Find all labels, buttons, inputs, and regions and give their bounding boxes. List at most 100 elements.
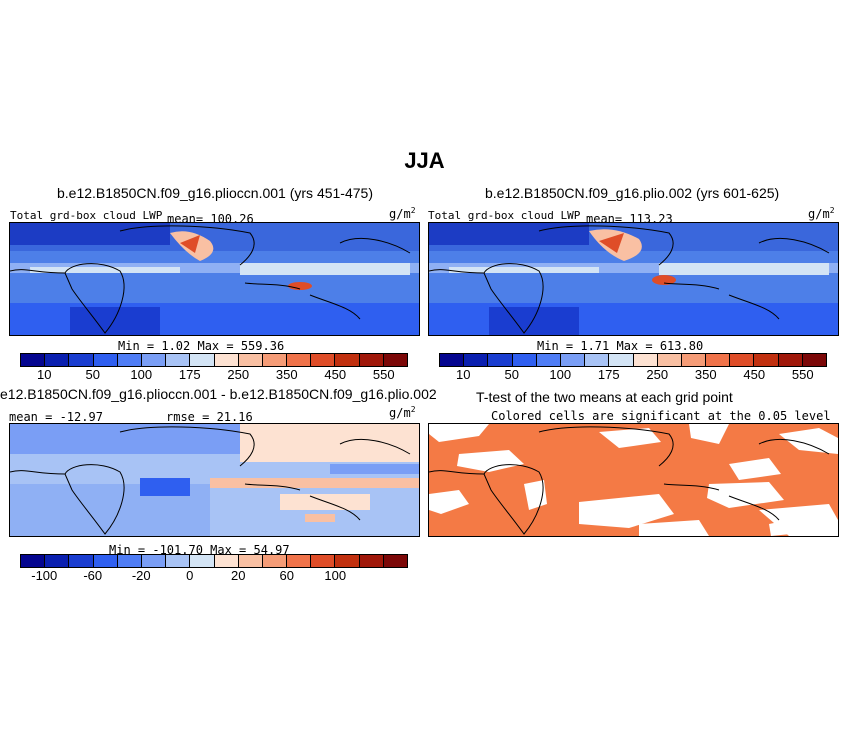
- colorbar-tick-label: 250: [646, 367, 669, 382]
- colorbar-swatch: [45, 555, 70, 567]
- colorbar-swatch: [464, 354, 489, 366]
- colorbar-swatch: [117, 555, 142, 567]
- colorbar-swatch: [21, 354, 46, 366]
- colorbar-tick-label: 450: [324, 367, 347, 382]
- colorbar-swatch: [287, 354, 312, 366]
- panel4-title: T-test of the two means at each grid poi…: [476, 389, 733, 405]
- colorbar-2: [439, 353, 827, 367]
- colorbar-swatch: [440, 354, 465, 366]
- colorbar-tick-label: 10: [456, 367, 471, 382]
- colorbar-swatch: [311, 354, 336, 366]
- colorbar-swatch: [633, 354, 658, 366]
- colorbar-swatch: [238, 354, 263, 366]
- colorbar-3: [20, 554, 408, 568]
- colorbar-tick-label: 175: [597, 367, 620, 382]
- colorbar-swatch: [359, 354, 384, 366]
- colorbar-swatch: [141, 354, 167, 366]
- colorbar-tick-label: 50: [85, 367, 100, 382]
- colorbar-swatch: [69, 555, 94, 567]
- panel3-units: g/m2: [389, 405, 416, 420]
- colorbar-tick-label: 50: [504, 367, 519, 382]
- colorbar-swatch: [585, 354, 610, 366]
- panel1-title: b.e12.B1850CN.f09_g16.plioccn.001 (yrs 4…: [57, 185, 373, 201]
- panel3-map: [9, 423, 420, 537]
- colorbar-swatch: [560, 354, 586, 366]
- colorbar-swatch: [802, 354, 826, 366]
- colorbar-tick-label: 250: [227, 367, 250, 382]
- colorbar-swatch: [335, 354, 360, 366]
- colorbar-tick-label: 175: [178, 367, 201, 382]
- panel2-units: g/m2: [808, 206, 835, 221]
- colorbar-swatch: [706, 354, 731, 366]
- colorbar-swatch: [166, 555, 191, 567]
- colorbar-tick-label: -60: [83, 568, 103, 583]
- colorbar-tick-label: -20: [131, 568, 151, 583]
- colorbar-2-swatches: [439, 353, 827, 367]
- colorbar-tick-label: 60: [279, 568, 294, 583]
- colorbar-tick-label: 100: [130, 367, 153, 382]
- colorbar-2-ticks: 10 50 100 175 250 350 450 550: [439, 367, 827, 383]
- colorbar-swatch: [488, 354, 513, 366]
- colorbar-tick-label: 20: [231, 568, 246, 583]
- panel3-title: e12.B1850CN.f09_g16.plioccn.001 - b.e12.…: [0, 386, 437, 402]
- colorbar-swatch: [45, 354, 70, 366]
- colorbar-swatch: [730, 354, 755, 366]
- colorbar-swatch: [335, 555, 360, 567]
- colorbar-tick-label: 550: [372, 367, 395, 382]
- colorbar-tick-label: -100: [31, 568, 58, 583]
- figure-title: JJA: [404, 148, 445, 173]
- colorbar-swatch: [383, 354, 407, 366]
- panel1-variable-label: Total grd-box cloud LWP: [10, 209, 163, 222]
- colorbar-swatch: [512, 354, 537, 366]
- colorbar-swatch: [93, 555, 118, 567]
- colorbar-swatch: [754, 354, 779, 366]
- colorbar-swatch: [93, 354, 118, 366]
- colorbar-tick-label: 10: [37, 367, 52, 382]
- colorbar-swatch: [311, 555, 336, 567]
- panel2-variable-label: Total grd-box cloud LWP: [428, 209, 581, 222]
- colorbar-tick-label: 550: [791, 367, 814, 382]
- colorbar-swatch: [214, 354, 239, 366]
- panel4-map: [428, 423, 839, 537]
- colorbar-tick-label: 450: [743, 367, 766, 382]
- colorbar-swatch: [383, 555, 407, 567]
- colorbar-3-swatches: [20, 554, 408, 568]
- colorbar-swatch: [214, 555, 239, 567]
- colorbar-tick-label: 100: [549, 367, 572, 382]
- colorbar-swatch: [657, 354, 682, 366]
- colorbar-tick-label: 0: [186, 568, 194, 583]
- panel3-rmse: rmse = 21.16: [166, 410, 253, 424]
- colorbar-swatch: [262, 354, 288, 366]
- colorbar-swatch: [69, 354, 94, 366]
- panel2-map: [428, 222, 839, 336]
- panel2-title: b.e12.B1850CN.f09_g16.plio.002 (yrs 601-…: [485, 185, 780, 201]
- colorbar-swatch: [287, 555, 312, 567]
- colorbar-swatch: [609, 354, 634, 366]
- colorbar-swatch: [778, 354, 803, 366]
- colorbar-swatch: [141, 555, 167, 567]
- colorbar-tick-label: 100: [324, 568, 347, 583]
- colorbar-swatch: [166, 354, 191, 366]
- colorbar-swatch: [117, 354, 142, 366]
- colorbar-swatch: [536, 354, 561, 366]
- colorbar-swatch: [190, 354, 215, 366]
- panel3-minmax: Min = -101.70 Max = 54.97: [109, 543, 290, 557]
- colorbar-1: [20, 353, 408, 367]
- colorbar-1-ticks: 10 50 100 175 250 350 450 550: [20, 367, 408, 383]
- panel1-minmax: Min = 1.02 Max = 559.36: [118, 339, 285, 353]
- panel4-subtitle: Colored cells are significant at the 0.0…: [491, 409, 831, 423]
- colorbar-tick-label: 350: [694, 367, 717, 382]
- colorbar-swatch: [21, 555, 46, 567]
- colorbar-swatch: [681, 354, 707, 366]
- colorbar-swatch: [238, 555, 263, 567]
- colorbar-swatch: [190, 555, 215, 567]
- colorbar-swatch: [359, 555, 384, 567]
- colorbar-3-ticks: -100 -60 -20 0 20 60 100: [20, 568, 408, 584]
- panel2-minmax: Min = 1.71 Max = 613.80: [537, 339, 704, 353]
- colorbar-tick-label: 350: [275, 367, 298, 382]
- colorbar-1-swatches: [20, 353, 408, 367]
- panel1-units: g/m2: [389, 206, 416, 221]
- colorbar-swatch: [262, 555, 288, 567]
- panel1-map: [9, 222, 420, 336]
- panel3-mean: mean = -12.97: [9, 410, 103, 424]
